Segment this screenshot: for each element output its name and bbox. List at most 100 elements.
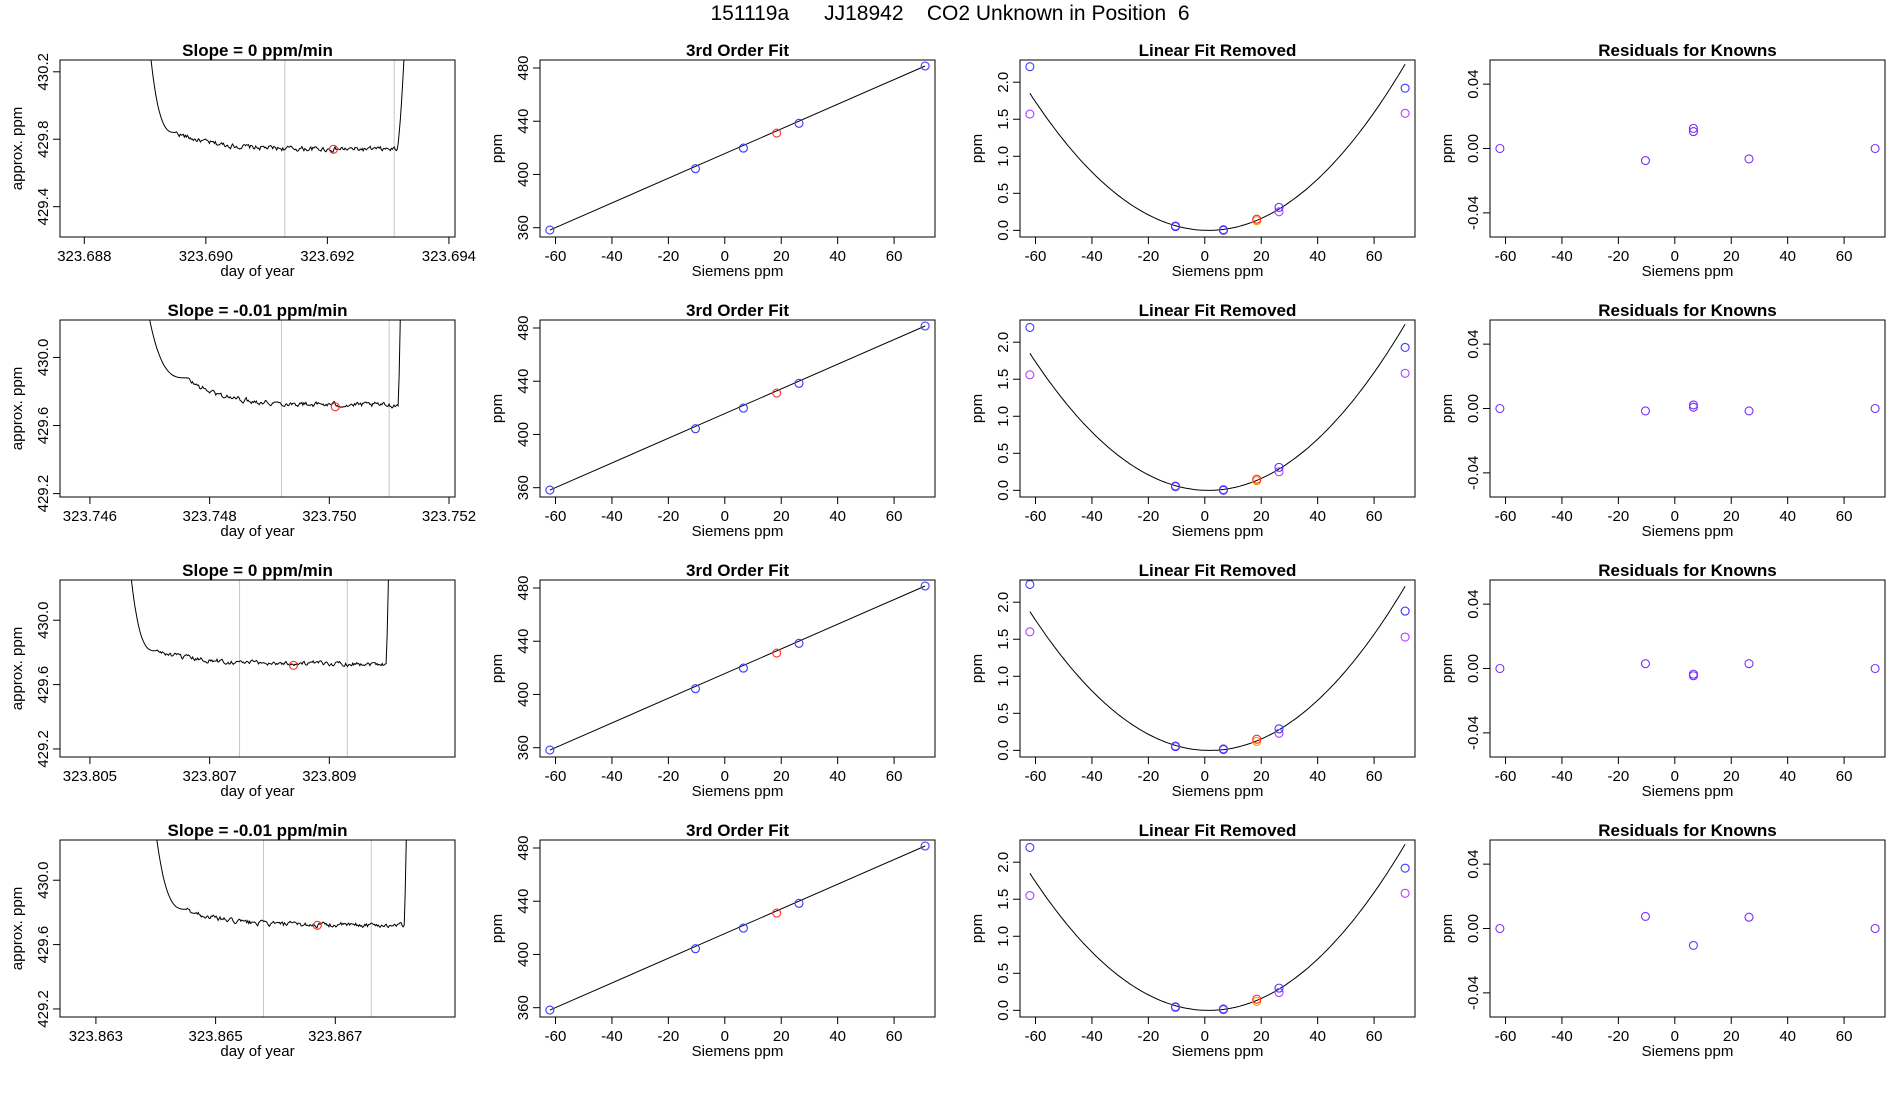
x-tick-label: -40 — [1551, 768, 1573, 785]
plot-frame — [539, 579, 936, 758]
x-tick-label: 20 — [773, 248, 790, 265]
x-axis-label: Siemens ppm — [1642, 523, 1734, 540]
x-tick-label: 323.863 — [69, 1028, 123, 1045]
panel-3-1: Slope = 0 ppm/min 323.805 323.807 323.809 42… — [9, 561, 456, 800]
known-point — [1025, 580, 1035, 589]
mean-point — [312, 920, 322, 930]
x-tick-label: 60 — [886, 248, 903, 265]
x-axis-label: day of year — [220, 1043, 294, 1060]
plot-frame — [539, 839, 936, 1018]
x-tick-label: 60 — [1366, 248, 1383, 265]
known-point — [1170, 742, 1181, 752]
residual-point — [1640, 911, 1651, 921]
panel-title: Slope = 0 ppm/min — [182, 41, 333, 60]
x-tick-label: -40 — [1081, 768, 1103, 785]
unknown-point — [1252, 474, 1262, 484]
known-point-linear — [1274, 728, 1284, 738]
x-tick-label: 20 — [1253, 768, 1270, 785]
x-tick-label: -60 — [1025, 1028, 1047, 1045]
x-axis-label: Siemens ppm — [1642, 783, 1734, 800]
residual-point — [1744, 659, 1754, 669]
unknown-point — [772, 388, 782, 398]
residual-point — [1744, 406, 1754, 416]
x-axis-label: day of year — [220, 783, 294, 800]
y-tick-label: 0.04 — [1465, 590, 1482, 619]
known-point — [920, 61, 930, 71]
panel-title: Linear Fit Removed — [1139, 41, 1297, 60]
fit-line — [549, 325, 926, 491]
known-point — [1274, 202, 1284, 212]
y-axis-label: ppm — [1439, 134, 1456, 163]
ppm-trace-line — [156, 840, 407, 929]
ppm-trace-line — [150, 60, 405, 153]
y-tick-label: 1.0 — [995, 926, 1012, 947]
known-point — [1218, 1005, 1228, 1015]
plot-area — [149, 320, 401, 497]
x-tick-label: -40 — [601, 508, 623, 525]
known-point-linear — [1400, 368, 1410, 378]
x-tick-label: -40 — [1551, 248, 1573, 265]
known-point-linear — [1274, 988, 1284, 998]
known-point — [1218, 485, 1228, 495]
panel-title: Slope = 0 ppm/min — [182, 561, 333, 580]
known-point — [1025, 62, 1035, 72]
known-point-linear — [1025, 109, 1035, 119]
plot-area — [1495, 659, 1880, 681]
x-tick-label: -40 — [601, 768, 623, 785]
known-point-linear — [1400, 632, 1410, 642]
known-point-linear — [1025, 627, 1035, 637]
y-tick-label: 1.5 — [995, 889, 1012, 910]
x-tick-label: 60 — [1836, 1028, 1853, 1045]
y-tick-label: 440 — [515, 109, 532, 134]
fit-curve — [1029, 323, 1406, 491]
x-tick-label: 0 — [1671, 248, 1679, 265]
y-tick-label: -0.04 — [1465, 716, 1482, 750]
y-tick-label: 0.04 — [1465, 850, 1482, 879]
known-point — [545, 485, 555, 495]
x-tick-label: -40 — [601, 1028, 623, 1045]
residual-point — [1744, 154, 1754, 164]
known-point — [690, 424, 701, 434]
x-tick-label: 0 — [1201, 768, 1209, 785]
y-tick-label: 480 — [515, 315, 532, 340]
y-tick-label: 0.04 — [1465, 330, 1482, 359]
known-point — [738, 143, 748, 153]
y-tick-label: 360 — [515, 215, 532, 240]
y-tick-label: 360 — [515, 735, 532, 760]
panel-title: Residuals for Knowns — [1598, 301, 1777, 320]
mean-point — [330, 402, 340, 412]
y-axis-label: ppm — [489, 394, 506, 423]
residual-point — [1870, 403, 1880, 414]
panel-1-1: Slope = 0 ppm/min 323.688 323.690 323.692 32… — [9, 41, 476, 280]
x-tick-label: -20 — [658, 1028, 680, 1045]
x-tick-label: 323.809 — [302, 768, 356, 785]
x-tick-label: -60 — [545, 508, 567, 525]
known-point-linear — [1274, 207, 1284, 217]
residual-point — [1688, 940, 1698, 950]
residual-point — [1744, 912, 1754, 922]
panel-4-4: Residuals for Knowns -60 -40 -20 0 20 40 60 -0.0… — [1439, 821, 1886, 1060]
ppm-trace-line — [130, 580, 389, 668]
known-point — [1025, 842, 1035, 852]
x-tick-label: -60 — [1025, 248, 1047, 265]
x-tick-label: 323.748 — [183, 508, 237, 525]
plot-area — [545, 841, 930, 1015]
residual-point — [1870, 143, 1880, 154]
known-point-linear — [1400, 108, 1410, 118]
known-point — [1170, 1002, 1181, 1012]
panel-title: Residuals for Knowns — [1598, 41, 1777, 60]
y-tick-label: 429.6 — [35, 666, 52, 704]
y-tick-label: 0.00 — [1465, 914, 1482, 943]
known-point — [1274, 724, 1284, 734]
x-tick-label: 40 — [1309, 768, 1326, 785]
x-axis-label: Siemens ppm — [1172, 523, 1264, 540]
x-tick-label: 0 — [721, 1028, 729, 1045]
x-tick-label: 0 — [721, 768, 729, 785]
x-tick-label: 40 — [829, 248, 846, 265]
x-tick-label: 0 — [721, 248, 729, 265]
known-point — [738, 923, 748, 933]
y-axis-label: approx. ppm — [9, 107, 26, 190]
plot-frame — [539, 319, 936, 498]
y-tick-label: 0.5 — [995, 963, 1012, 984]
